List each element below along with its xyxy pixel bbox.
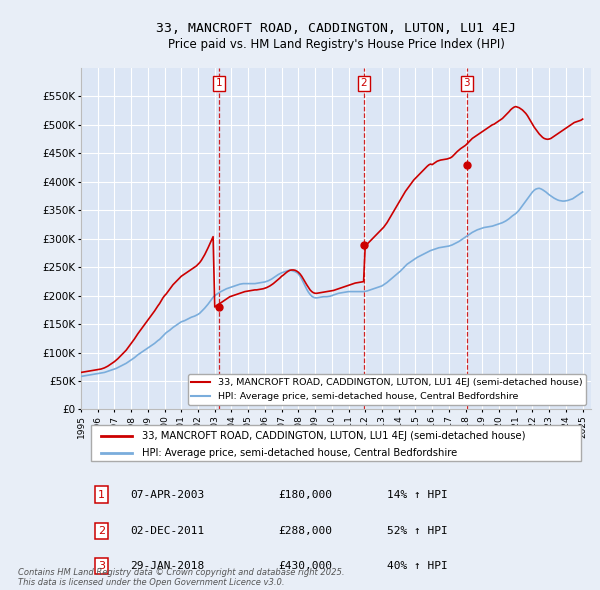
Text: Contains HM Land Registry data © Crown copyright and database right 2025.
This d: Contains HM Land Registry data © Crown c… bbox=[18, 568, 344, 587]
Text: £180,000: £180,000 bbox=[278, 490, 332, 500]
Text: 40% ↑ HPI: 40% ↑ HPI bbox=[387, 561, 448, 571]
Text: 29-JAN-2018: 29-JAN-2018 bbox=[131, 561, 205, 571]
Text: 3: 3 bbox=[464, 78, 470, 88]
Text: 33, MANCROFT ROAD, CADDINGTON, LUTON, LU1 4EJ: 33, MANCROFT ROAD, CADDINGTON, LUTON, LU… bbox=[156, 22, 516, 35]
Text: 2: 2 bbox=[98, 526, 105, 536]
Text: 52% ↑ HPI: 52% ↑ HPI bbox=[387, 526, 448, 536]
Text: 1: 1 bbox=[98, 490, 105, 500]
Text: Price paid vs. HM Land Registry's House Price Index (HPI): Price paid vs. HM Land Registry's House … bbox=[167, 38, 505, 51]
Text: 2: 2 bbox=[361, 78, 367, 88]
Text: 3: 3 bbox=[98, 561, 105, 571]
Text: 02-DEC-2011: 02-DEC-2011 bbox=[131, 526, 205, 536]
Text: HPI: Average price, semi-detached house, Central Bedfordshire: HPI: Average price, semi-detached house,… bbox=[142, 448, 457, 458]
Text: £430,000: £430,000 bbox=[278, 561, 332, 571]
Text: 14% ↑ HPI: 14% ↑ HPI bbox=[387, 490, 448, 500]
Text: 1: 1 bbox=[216, 78, 223, 88]
Legend: 33, MANCROFT ROAD, CADDINGTON, LUTON, LU1 4EJ (semi-detached house), HPI: Averag: 33, MANCROFT ROAD, CADDINGTON, LUTON, LU… bbox=[188, 375, 586, 405]
Text: 33, MANCROFT ROAD, CADDINGTON, LUTON, LU1 4EJ (semi-detached house): 33, MANCROFT ROAD, CADDINGTON, LUTON, LU… bbox=[142, 431, 526, 441]
Text: £288,000: £288,000 bbox=[278, 526, 332, 536]
Text: 07-APR-2003: 07-APR-2003 bbox=[131, 490, 205, 500]
